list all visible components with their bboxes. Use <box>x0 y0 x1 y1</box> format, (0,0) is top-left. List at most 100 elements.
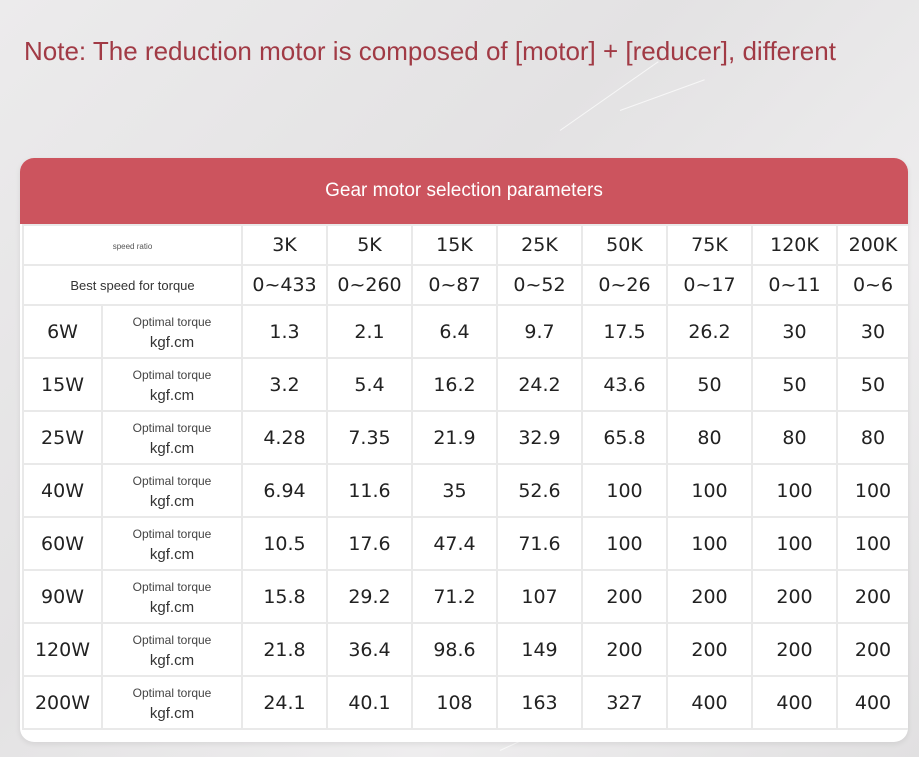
torque-label-cell: Optimal torque kgf.cm <box>101 304 243 359</box>
torque-value: 200 <box>751 569 838 624</box>
ratio-column-header: 5K <box>326 224 413 266</box>
torque-value: 98.6 <box>411 622 498 677</box>
torque-value: 400 <box>751 675 838 730</box>
ratio-column-header: 75K <box>666 224 753 266</box>
torque-value: 100 <box>751 516 838 571</box>
torque-value: 50 <box>666 357 753 412</box>
parameters-table: speed ratio 3K 5K 15K 25K 50K 75K 120K 200K Bes… <box>22 224 908 730</box>
ratio-column-header: 120K <box>751 224 838 266</box>
torque-value: 35 <box>411 463 498 518</box>
torque-value: 100 <box>666 463 753 518</box>
torque-value: 100 <box>666 516 753 571</box>
torque-value: 200 <box>581 569 668 624</box>
torque-label-cell: Optimal torque kgf.cm <box>101 463 243 518</box>
torque-value: 3.2 <box>241 357 328 412</box>
best-speed-value: 0~260 <box>326 264 413 306</box>
torque-value: 21.8 <box>241 622 328 677</box>
torque-value: 200 <box>581 622 668 677</box>
torque-label: Optimal torque <box>132 579 212 594</box>
torque-unit: kgf.cm <box>149 333 195 351</box>
best-speed-value: 0~433 <box>241 264 328 306</box>
torque-value: 6.94 <box>241 463 328 518</box>
torque-value: 71.2 <box>411 569 498 624</box>
torque-value: 107 <box>496 569 583 624</box>
torque-value: 80 <box>666 410 753 465</box>
marble-vein <box>559 61 659 131</box>
torque-value: 200 <box>836 622 908 677</box>
torque-unit: kgf.cm <box>149 651 195 669</box>
speed-row: Best speed for torque 0~433 0~260 0~87 0~52… <box>22 264 908 306</box>
torque-value: 47.4 <box>411 516 498 571</box>
torque-label-cell: Optimal torque kgf.cm <box>101 516 243 571</box>
torque-value: 4.28 <box>241 410 328 465</box>
ratio-label-text: speed ratio <box>112 242 153 251</box>
torque-value: 100 <box>581 516 668 571</box>
motor-power: 15W <box>22 357 103 412</box>
torque-value: 80 <box>751 410 838 465</box>
torque-unit: kgf.cm <box>149 545 195 563</box>
torque-label: Optimal torque <box>132 367 212 382</box>
torque-value: 9.7 <box>496 304 583 359</box>
torque-value: 50 <box>751 357 838 412</box>
ratio-column-header: 15K <box>411 224 498 266</box>
torque-value: 24.2 <box>496 357 583 412</box>
torque-value: 200 <box>836 569 908 624</box>
torque-label: Optimal torque <box>132 632 212 647</box>
torque-value: 11.6 <box>326 463 413 518</box>
torque-value: 7.35 <box>326 410 413 465</box>
motor-power: 120W <box>22 622 103 677</box>
torque-value: 16.2 <box>411 357 498 412</box>
torque-value: 32.9 <box>496 410 583 465</box>
motor-power: 6W <box>22 304 103 359</box>
selection-table-card: Gear motor selection parameters speed ra… <box>20 158 908 742</box>
table-row: 200W Optimal torque kgf.cm 24.1 40.1 108 163 32… <box>22 675 908 730</box>
torque-value: 26.2 <box>666 304 753 359</box>
torque-value: 17.5 <box>581 304 668 359</box>
best-speed-value: 0~26 <box>581 264 668 306</box>
torque-label: Optimal torque <box>132 685 212 700</box>
ratio-header-row: speed ratio 3K 5K 15K 25K 50K 75K 120K 200K <box>22 224 908 266</box>
torque-value: 400 <box>836 675 908 730</box>
torque-value: 200 <box>666 622 753 677</box>
torque-label: Optimal torque <box>132 314 212 329</box>
torque-value: 71.6 <box>496 516 583 571</box>
best-speed-value: 0~52 <box>496 264 583 306</box>
torque-value: 30 <box>836 304 908 359</box>
torque-unit: kgf.cm <box>149 704 195 722</box>
ratio-column-header: 50K <box>581 224 668 266</box>
table-row: 60W Optimal torque kgf.cm 10.5 17.6 47.4 71.6 1… <box>22 516 908 571</box>
note-text: Note: The reduction motor is composed of… <box>24 36 836 66</box>
table-row: 120W Optimal torque kgf.cm 21.8 36.4 98.6 149 2… <box>22 622 908 677</box>
motor-power: 200W <box>22 675 103 730</box>
torque-value: 400 <box>666 675 753 730</box>
ratio-column-header: 3K <box>241 224 328 266</box>
torque-value: 65.8 <box>581 410 668 465</box>
torque-label-cell: Optimal torque kgf.cm <box>101 410 243 465</box>
torque-value: 80 <box>836 410 908 465</box>
torque-value: 6.4 <box>411 304 498 359</box>
best-speed-value: 0~87 <box>411 264 498 306</box>
table-row: 40W Optimal torque kgf.cm 6.94 11.6 35 52.6 100… <box>22 463 908 518</box>
torque-value: 5.4 <box>326 357 413 412</box>
motor-power: 40W <box>22 463 103 518</box>
marble-vein <box>619 79 705 111</box>
torque-value: 100 <box>581 463 668 518</box>
torque-unit: kgf.cm <box>149 386 195 404</box>
torque-unit: kgf.cm <box>149 598 195 616</box>
ratio-column-header: 200K <box>836 224 908 266</box>
ratio-label: speed ratio <box>22 224 243 266</box>
torque-value: 200 <box>751 622 838 677</box>
ratio-column-header: 25K <box>496 224 583 266</box>
table-row: 25W Optimal torque kgf.cm 4.28 7.35 21.9 32.9 6… <box>22 410 908 465</box>
torque-unit: kgf.cm <box>149 439 195 457</box>
torque-value: 100 <box>836 463 908 518</box>
torque-value: 24.1 <box>241 675 328 730</box>
best-speed-value: 0~6 <box>836 264 908 306</box>
torque-value: 149 <box>496 622 583 677</box>
motor-power: 60W <box>22 516 103 571</box>
torque-value: 36.4 <box>326 622 413 677</box>
torque-value: 100 <box>751 463 838 518</box>
torque-value: 1.3 <box>241 304 328 359</box>
torque-value: 43.6 <box>581 357 668 412</box>
best-speed-value: 0~17 <box>666 264 753 306</box>
